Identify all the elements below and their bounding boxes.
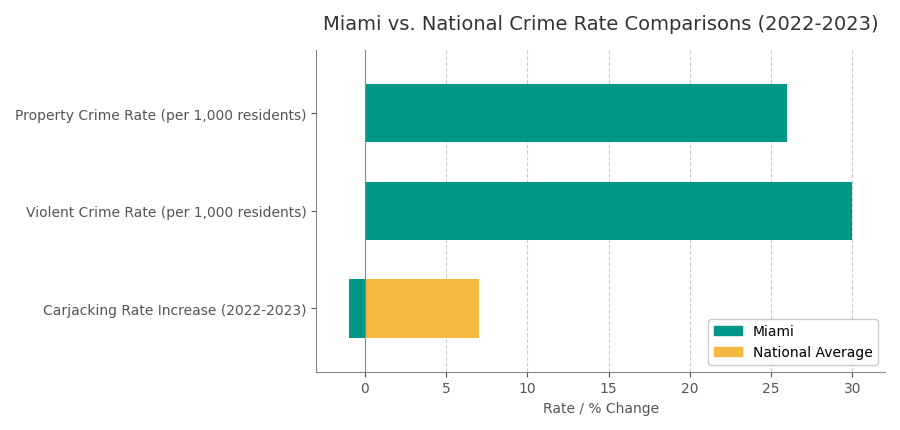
Bar [365, 280, 479, 338]
X-axis label: Rate / % Change: Rate / % Change [543, 401, 659, 415]
Bar [365, 85, 788, 143]
Title: Miami vs. National Crime Rate Comparisons (2022-2023): Miami vs. National Crime Rate Comparison… [323, 15, 878, 34]
Bar [365, 182, 852, 240]
Legend: Miami, National Average: Miami, National Average [708, 319, 878, 365]
Bar [348, 280, 365, 338]
